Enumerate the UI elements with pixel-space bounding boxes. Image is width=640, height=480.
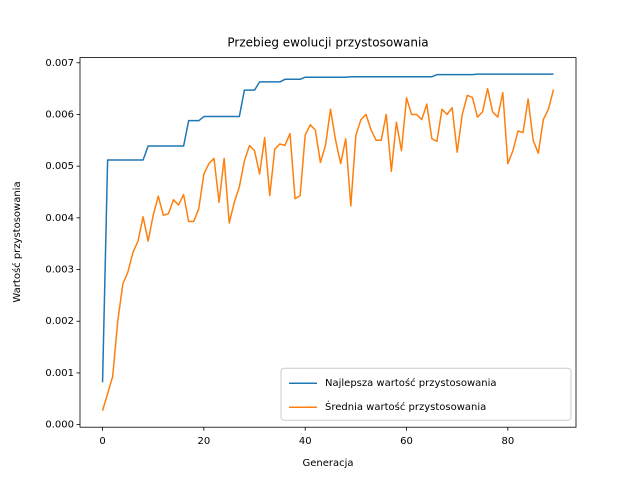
- y-tick-label: 0.007: [45, 58, 74, 69]
- y-axis-label: Wartość przystosowania: [11, 181, 23, 302]
- y-tick-label: 0.006: [45, 109, 74, 120]
- chart-title: Przebieg ewolucji przystosowania: [227, 36, 428, 50]
- y-tick-label: 0.005: [45, 161, 74, 172]
- legend-label: Średnia wartość przystosowania: [325, 400, 486, 413]
- x-tick-label: 60: [400, 436, 413, 447]
- x-axis-label: Generacja: [302, 458, 353, 469]
- y-tick-label: 0.000: [45, 420, 74, 431]
- x-tick-label: 0: [99, 436, 105, 447]
- series-line: [101, 87, 555, 411]
- plot-frame: [79, 57, 577, 428]
- legend-box: [280, 367, 572, 421]
- x-tick-label: 20: [198, 436, 211, 447]
- y-tick-label: 0.002: [45, 316, 74, 327]
- series-line: [101, 73, 554, 383]
- x-tick-label: 40: [299, 436, 312, 447]
- legend-label: Najlepsza wartość przystosowania: [325, 377, 497, 389]
- y-tick-label: 0.003: [45, 265, 74, 276]
- x-tick-label: 80: [501, 436, 514, 447]
- y-tick-label: 0.001: [45, 368, 74, 379]
- y-tick-label: 0.004: [45, 213, 74, 224]
